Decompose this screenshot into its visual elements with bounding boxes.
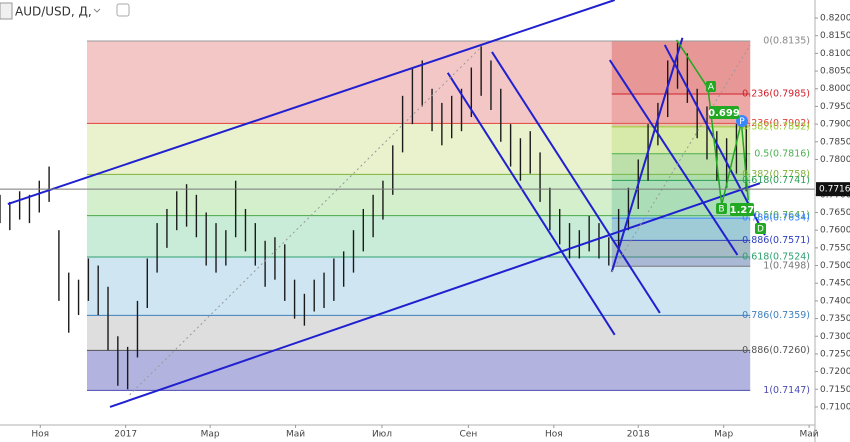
- fib-label: 0(0.8135): [763, 36, 810, 47]
- trend-line: [7, 0, 616, 205]
- fib-label: 1(0.7147): [763, 385, 810, 396]
- header: AUD/USD, Д,: [0, 2, 130, 20]
- trend-line: [608, 59, 739, 256]
- plot-area: [0, 0, 815, 408]
- pattern-label: A: [708, 83, 715, 93]
- trend-line: [610, 37, 684, 273]
- ratio-box: [730, 203, 754, 216]
- fib-zone: [86, 350, 751, 391]
- y-tick-label: 0.8050: [820, 67, 850, 77]
- fib-label: 0.382(0.7758): [742, 169, 810, 180]
- y-tick-label: 0.7800: [820, 155, 850, 165]
- pattern-label-box: [755, 223, 766, 234]
- x-tick-label: 2018: [627, 430, 650, 440]
- fib-zone: [611, 240, 751, 267]
- fib-label: 1(0.7498): [763, 261, 810, 272]
- fib-zone: [611, 41, 751, 95]
- y-tick-label: 0.8150: [820, 31, 850, 41]
- dropdown-icon[interactable]: [93, 8, 101, 13]
- fib-label: 0.786(0.7634): [742, 213, 810, 224]
- y-tick-label: 0.8200: [820, 14, 850, 24]
- y-tick-label: 0.7300: [820, 332, 850, 342]
- fib-label: 0.382(0.7892): [742, 121, 810, 132]
- fib-label: 0.886(0.7571): [742, 235, 810, 246]
- y-tick-label: 0.7200: [820, 367, 850, 377]
- fib-label: 0.5(0.7641): [754, 210, 810, 221]
- fib-zone: [86, 123, 751, 175]
- x-tick-label: Май: [800, 430, 819, 440]
- fib-zone: [611, 126, 751, 154]
- y-tick-label: 0.8100: [820, 49, 850, 59]
- y-tick-label: 0.7400: [820, 296, 850, 306]
- fib-label: 0.886(0.7260): [742, 345, 810, 356]
- pattern-label-box: [716, 203, 727, 214]
- y-tick-label: 0.7100: [820, 402, 850, 412]
- settings-icon[interactable]: [116, 3, 130, 17]
- fib-zone: [611, 218, 751, 241]
- fib-label: 0.618(0.7741): [742, 175, 810, 186]
- x-tick-label: Ноя: [31, 430, 49, 440]
- y-tick-label: 0.7250: [820, 349, 850, 359]
- x-tick-label: 2017: [114, 430, 137, 440]
- pattern-label-box: [736, 115, 748, 127]
- trend-line: [491, 51, 661, 314]
- y-tick-label: 0.7600: [820, 226, 850, 236]
- fib-zone: [86, 257, 751, 316]
- y-tick-label: 0.7450: [820, 279, 850, 289]
- y-tick-label: 0.7900: [820, 120, 850, 130]
- y-tick-label: 0.7350: [820, 314, 850, 324]
- y-tick-label: 0.7150: [820, 385, 850, 395]
- last-price-label: 0.7716: [819, 185, 850, 195]
- x-tick-label: Мар: [201, 430, 220, 440]
- chart-title: AUD/USD, Д,: [15, 5, 92, 19]
- trend-line: [129, 47, 481, 396]
- fib-label: 0.5(0.7816): [754, 148, 810, 159]
- fib-label: 0.236(0.7985): [742, 89, 810, 100]
- x-tick-label: Сен: [460, 430, 478, 440]
- y-tick-label: 0.7500: [820, 261, 850, 271]
- fib-label: 0.236(0.7902): [742, 118, 810, 129]
- pattern-label: B: [718, 205, 724, 215]
- fib-label: 0.618(0.7524): [742, 252, 810, 263]
- menu-icon[interactable]: [0, 2, 13, 20]
- fib-zone: [86, 315, 751, 351]
- x-tick-label: Июл: [372, 430, 392, 440]
- ratio-box: [709, 106, 739, 119]
- trend-line: [109, 182, 761, 408]
- x-tick-label: Ноя: [545, 430, 563, 440]
- x-tick-label: Мар: [714, 430, 733, 440]
- pattern-label: P: [739, 117, 745, 127]
- ratio-label: 0.699: [708, 108, 740, 119]
- y-tick-label: 0.7850: [820, 137, 850, 147]
- x-tick-label: Май: [286, 430, 305, 440]
- fib-label: 0(0.8135): [763, 36, 810, 47]
- y-tick-label: 0.7950: [820, 102, 850, 112]
- trend-line: [611, 44, 751, 273]
- trend-line: [446, 72, 616, 336]
- fib-zone: [86, 215, 751, 258]
- y-tick-label: 0.8000: [820, 84, 850, 94]
- ratio-label: 1.27: [730, 205, 755, 216]
- annotations: A B P D 0.699 1.27: [706, 81, 766, 235]
- y-tick-label: 0.7650: [820, 208, 850, 218]
- fib-label: 0.786(0.7359): [742, 310, 810, 321]
- pattern-label: D: [757, 225, 764, 235]
- y-tick-label: 0.7550: [820, 243, 850, 253]
- last-price-tag: [816, 182, 850, 197]
- pattern-label-box: [706, 81, 716, 92]
